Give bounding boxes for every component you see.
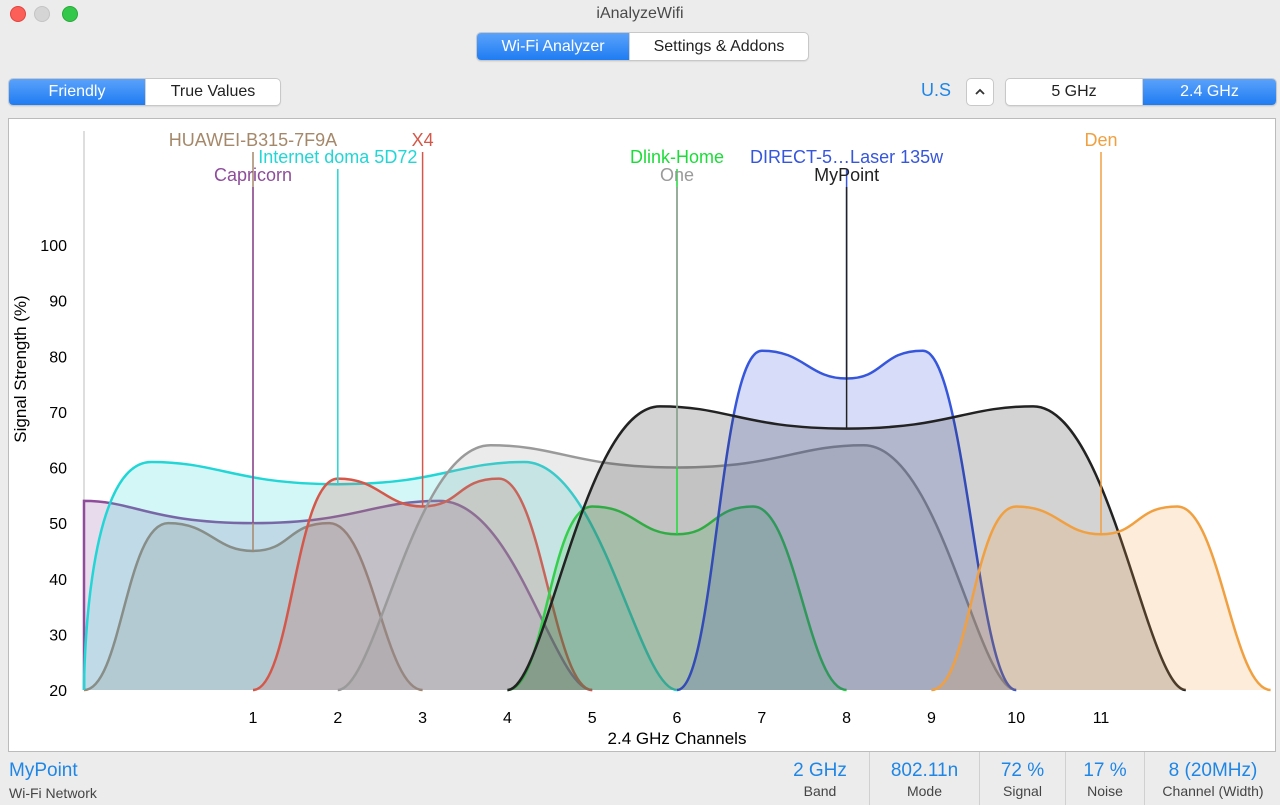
minimize-window-icon[interactable]: [34, 6, 50, 22]
y-tick-label: 20: [49, 683, 67, 700]
band-stat: 2 GHz Band: [772, 752, 868, 805]
network-label[interactable]: HUAWEI-B315-7F9A: [169, 130, 337, 150]
network-curve[interactable]: [82, 460, 678, 692]
network-area[interactable]: [507, 506, 847, 690]
y-tick-label: 40: [49, 572, 67, 589]
noise-value: 17 %: [1083, 760, 1127, 781]
status-bar: MyPoint Wi-Fi Network 2 GHz Band 802.11n…: [0, 752, 1280, 805]
network-label[interactable]: Dlink-Home: [630, 147, 724, 167]
band-5ghz-button[interactable]: 5 GHz: [1051, 83, 1097, 100]
y-tick-label: 80: [49, 349, 67, 366]
channel-chart: 20 30 40 50 60 70 80 90 100 1 2 3 4 5 6 7 8 9 10 11 HUAWEI-…: [8, 118, 1276, 752]
band-value: 2 GHz: [793, 760, 847, 781]
network-label[interactable]: Capricorn: [214, 165, 292, 185]
x-tick-label: 9: [927, 710, 936, 727]
network-name: MyPoint: [9, 760, 78, 781]
close-window-icon[interactable]: [10, 6, 26, 22]
network-label[interactable]: DIRECT-5…Laser 135w: [750, 147, 944, 167]
y-tick-label: 100: [40, 238, 67, 255]
channel-value: 8 (20MHz): [1168, 760, 1258, 781]
x-tick-label: 11: [1093, 710, 1110, 727]
network-curve[interactable]: [83, 521, 423, 692]
x-tick-label: 6: [673, 710, 682, 727]
network-area[interactable]: [84, 500, 593, 690]
x-tick-label: 10: [1007, 710, 1025, 727]
network-label[interactable]: MyPoint: [814, 165, 879, 185]
network-area[interactable]: [337, 445, 1017, 690]
noise-caption: Noise: [1087, 783, 1123, 799]
x-axis-label: 2.4 GHz Channels: [608, 729, 747, 748]
main-tabs: Wi-Fi Analyzer Settings & Addons: [476, 32, 809, 61]
region-label[interactable]: U.S: [921, 80, 952, 100]
y-tick-label: 70: [49, 405, 67, 422]
x-tick-label: 4: [503, 710, 512, 727]
signal-stat: 72 % Signal: [979, 752, 1065, 805]
x-tick-label: 1: [249, 710, 258, 727]
network-area[interactable]: [677, 350, 1017, 690]
network-area[interactable]: [931, 506, 1271, 690]
x-tick-label: 8: [842, 710, 851, 727]
network-curve[interactable]: [507, 405, 1187, 692]
channel-stat: 8 (20MHz) Channel (Width): [1144, 752, 1280, 805]
band-selector: 5 GHz 2.4 GHz: [1005, 78, 1277, 106]
tab-wifi-analyzer[interactable]: Wi-Fi Analyzer: [477, 33, 629, 60]
friendly-button[interactable]: Friendly: [9, 79, 145, 105]
x-tick-label: 2: [333, 710, 342, 727]
window-title: iAnalyzeWifi: [596, 5, 684, 22]
signal-value: 72 %: [1000, 760, 1045, 781]
mode-caption: Mode: [906, 783, 943, 799]
y-tick-label: 30: [49, 627, 67, 644]
network-area[interactable]: [84, 523, 423, 690]
y-tick-label: 50: [49, 516, 67, 533]
channel-caption: Channel (Width): [1162, 783, 1264, 799]
title-bar: iAnalyzeWifi: [0, 0, 1280, 28]
x-tick-label: 7: [757, 710, 766, 727]
network-area[interactable]: [253, 478, 593, 690]
channel-chart-svg: 20 30 40 50 60 70 80 90 100 1 2 3 4 5 6 7 8 9 10 11 HUAWEI-…: [11, 130, 1271, 748]
network-label[interactable]: Internet doma 5D72: [258, 147, 417, 167]
x-tick-label: 3: [418, 710, 427, 727]
view-mode-toggle: Friendly True Values: [8, 78, 281, 106]
network-caption: Wi-Fi Network: [9, 785, 97, 801]
maximize-window-icon[interactable]: [62, 6, 78, 22]
network-label[interactable]: One: [660, 165, 694, 185]
true-values-button[interactable]: True Values: [145, 79, 280, 105]
mode-stat: 802.11n Mode: [869, 752, 979, 805]
y-tick-label: 60: [49, 461, 67, 478]
x-tick-label: 5: [588, 710, 597, 727]
band-24ghz-button[interactable]: 2.4 GHz: [1142, 79, 1276, 105]
network-curve[interactable]: [252, 477, 593, 692]
network-label[interactable]: Den: [1084, 130, 1117, 150]
noise-stat: 17 % Noise: [1065, 752, 1144, 805]
band-caption: Band: [803, 783, 837, 799]
y-tick-label: 90: [49, 294, 67, 311]
signal-caption: Signal: [1003, 783, 1042, 799]
chevron-up-icon[interactable]: [966, 78, 994, 106]
network-curve[interactable]: [82, 499, 593, 692]
tab-settings-addons[interactable]: Settings & Addons: [629, 33, 808, 60]
y-axis-label: Signal Strength (%): [11, 295, 30, 442]
mode-value: 802.11n: [890, 760, 959, 781]
network-label[interactable]: X4: [412, 130, 434, 150]
